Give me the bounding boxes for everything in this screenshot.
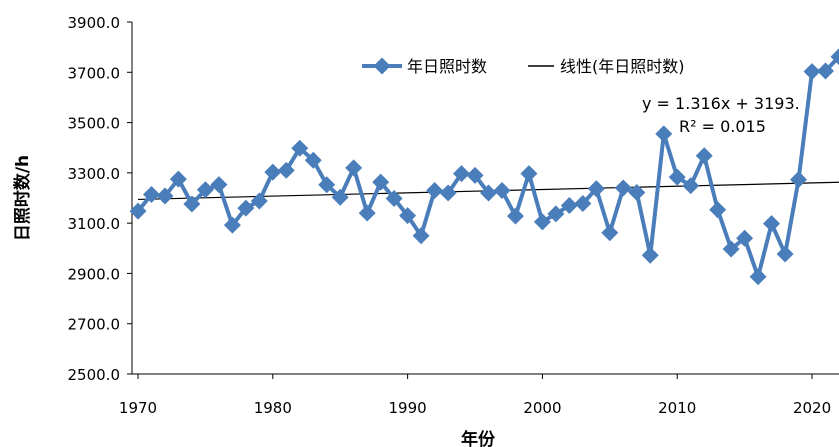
data-point-2009	[655, 125, 673, 143]
legend-series-label: 年日照时数	[407, 57, 487, 76]
data-point-2022	[830, 48, 839, 66]
data-point-2006	[614, 179, 632, 197]
data-point-2012	[695, 147, 713, 165]
legend: 年日照时数 线性(年日照时数)	[362, 57, 685, 76]
data-point-2016	[749, 268, 767, 286]
data-point-1979	[250, 192, 268, 210]
data-point-1976	[210, 176, 228, 194]
data-point-1975	[196, 181, 214, 199]
data-point-1980	[264, 163, 282, 181]
data-point-1984	[318, 176, 336, 194]
x-tick-label: 2020	[793, 399, 831, 417]
data-point-1985	[331, 188, 349, 206]
trend-r-squared: R² = 0.015	[679, 117, 766, 136]
data-point-2019	[790, 171, 808, 189]
data-point-1997	[493, 181, 511, 199]
data-point-2010	[668, 168, 686, 186]
data-point-2013	[709, 201, 727, 219]
y-tick-label: 3700.0	[68, 64, 121, 82]
trend-equation: y = 1.316x + 3193.	[642, 94, 800, 113]
x-tick-label: 1970	[119, 399, 157, 417]
data-point-1977	[223, 216, 241, 234]
x-axis-title: 年份	[461, 429, 496, 447]
y-tick-label: 2700.0	[68, 316, 121, 334]
y-axis: 2500.0 2700.0 2900.0 3100.0 3300.0 3500.0 3700…	[68, 14, 133, 384]
data-point-1972	[156, 187, 174, 205]
data-point-2000	[533, 213, 551, 231]
y-tick-label: 2500.0	[68, 366, 121, 384]
data-point-2008	[641, 246, 659, 264]
legend-trend-label: 线性(年日照时数)	[560, 57, 685, 76]
data-point-1978	[237, 199, 255, 217]
data-point-1993	[439, 184, 457, 202]
data-point-1998	[506, 207, 524, 225]
data-point-1987	[358, 204, 376, 222]
y-ticks: 2500.0 2700.0 2900.0 3100.0 3300.0 3500.0 3700…	[68, 14, 132, 384]
series-points	[129, 48, 839, 286]
y-tick-label: 3300.0	[68, 165, 121, 183]
y-tick-label: 3900.0	[68, 14, 121, 32]
data-point-2017	[763, 215, 781, 233]
y-tick-label: 3100.0	[68, 215, 121, 233]
data-point-1971	[143, 185, 160, 203]
data-point-1991	[412, 227, 430, 245]
data-point-1982	[291, 139, 309, 157]
data-point-1999	[520, 165, 538, 183]
x-tick-label: 2010	[658, 399, 696, 417]
x-tick-label: 1990	[389, 399, 427, 417]
data-point-1990	[399, 207, 417, 225]
data-point-2011	[682, 177, 700, 195]
x-ticks: 1970 1980 1990 2000 2010 2020	[119, 374, 831, 417]
y-tick-label: 2900.0	[68, 265, 121, 283]
data-point-1994	[453, 165, 471, 183]
data-point-1973	[169, 170, 187, 188]
legend-series-swatch-marker	[373, 57, 391, 75]
y-tick-label: 3500.0	[68, 115, 121, 133]
y-axis-title: 日照时数/h	[12, 155, 33, 241]
data-point-1992	[426, 181, 444, 199]
data-point-1986	[345, 159, 363, 177]
data-point-2018	[776, 245, 794, 263]
x-axis: 1970 1980 1990 2000 2010 2020	[119, 373, 839, 417]
x-tick-label: 1980	[254, 399, 292, 417]
data-point-1996	[480, 184, 498, 202]
data-point-2005	[601, 224, 619, 242]
data-point-1974	[183, 195, 201, 213]
data-point-2007	[628, 183, 646, 201]
x-tick-label: 2000	[523, 399, 561, 417]
